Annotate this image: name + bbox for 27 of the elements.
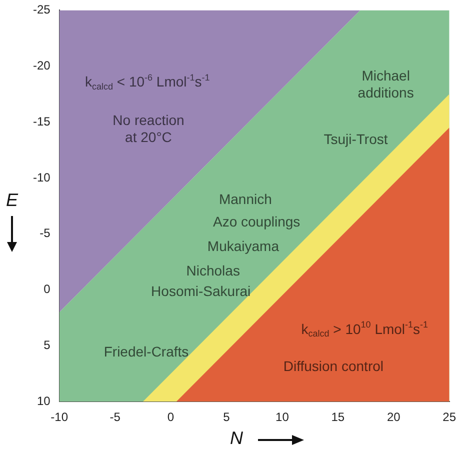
x-axis-title: N xyxy=(230,428,243,449)
y-tick-label: -15 xyxy=(33,114,51,128)
annotation: Mukaiyama xyxy=(207,238,280,254)
y-tick-label: -20 xyxy=(33,58,51,72)
x-tick-label: 5 xyxy=(223,410,230,424)
x-tick-label: 15 xyxy=(331,410,345,424)
annotation: Azo couplings xyxy=(212,214,300,230)
annotation: Michael additions xyxy=(358,67,414,100)
annotation: Friedel-Crafts xyxy=(104,343,189,360)
x-tick-label: 20 xyxy=(386,410,401,424)
x-tick-label: 10 xyxy=(276,410,290,424)
x-tick-label: -5 xyxy=(110,410,121,424)
y-tick-label: 10 xyxy=(36,394,51,408)
annotation: Diffusion control xyxy=(283,358,384,374)
annotation: Mannich xyxy=(218,191,272,208)
y-tick-label: 5 xyxy=(44,338,51,352)
y-axis-title: E xyxy=(6,190,18,211)
y-tick-label: 0 xyxy=(44,282,51,296)
y-tick-label: -10 xyxy=(33,170,51,184)
y-tick-label: -25 xyxy=(33,2,51,17)
x-tick-label: 25 xyxy=(442,410,456,424)
annotation: Hosomi-Sakurai xyxy=(151,282,251,299)
annotation: Tsuji-Trost xyxy=(324,130,388,147)
x-tick-label: 0 xyxy=(167,410,174,424)
y-tick-label: -5 xyxy=(40,226,51,240)
annotation: Nicholas xyxy=(186,262,240,279)
annotation: No reaction at 20°C xyxy=(112,112,184,146)
